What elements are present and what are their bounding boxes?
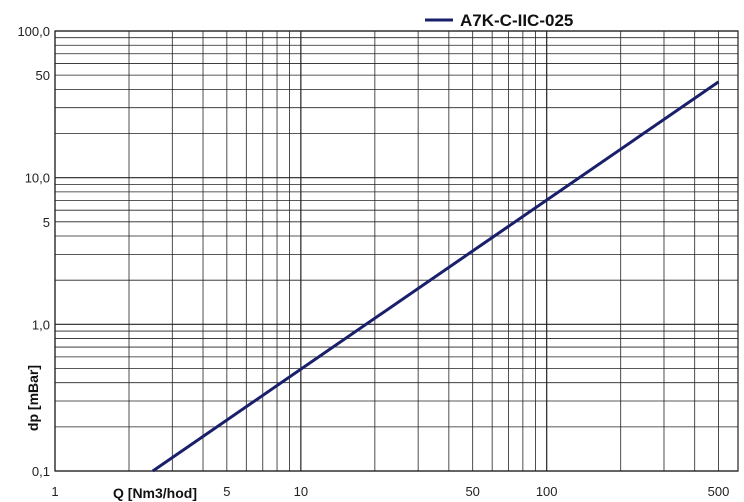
series-line	[151, 80, 720, 473]
y-tick-label: 1,0	[32, 317, 50, 332]
y-tick-label: 0,1	[32, 464, 50, 479]
x-tick-label: 100	[536, 484, 558, 499]
x-tick-label: 50	[465, 484, 479, 499]
x-tick-labels: 1 5 10 50 100 500	[51, 484, 729, 499]
y-tick-label: 100,0	[17, 24, 50, 39]
x-tick-label: 500	[708, 484, 730, 499]
x-axis-title: Q [Nm3/hod]	[113, 485, 197, 501]
y-tick-label: 50	[36, 68, 50, 83]
grid	[54, 30, 739, 472]
legend: A7K-C-IIC-025	[425, 11, 573, 30]
x-tick-label: 5	[223, 484, 230, 499]
plot-frame	[54, 30, 739, 472]
y-tick-label: 10,0	[25, 171, 50, 186]
legend-label: A7K-C-IIC-025	[460, 11, 573, 30]
series-layer	[151, 80, 720, 473]
x-tick-label: 10	[294, 484, 308, 499]
y-axis-title: dp [mBar]	[25, 365, 41, 431]
y-tick-labels: 0,1 1,0 5 10,0 50 100,0	[17, 24, 50, 479]
x-tick-label: 1	[51, 484, 58, 499]
y-tick-label: 5	[43, 215, 50, 230]
